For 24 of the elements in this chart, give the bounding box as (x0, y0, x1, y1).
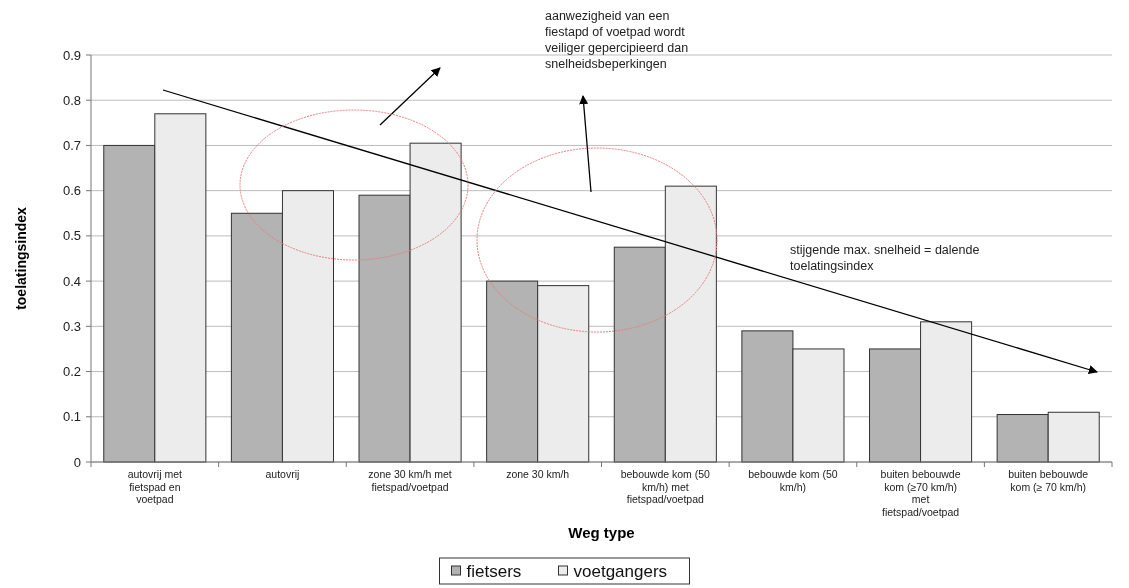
x-tick-label: bebouwde kom (50 km/h) met fietspad/voetpad (620, 468, 711, 505)
x-tick-label: bebouwde kom (50 km/h) (748, 468, 838, 493)
y-axis-title: toelatingsindex (13, 206, 29, 310)
y-tick-label: 0.3 (62, 318, 81, 334)
y-tick-label: 0.7 (62, 137, 81, 153)
y-tick-label: 0.8 (62, 92, 81, 108)
y-tick-label: 0.1 (62, 409, 81, 425)
annotation: aanwezigheid van een fiestapd of voetpad wordt veiliger gepercipieerd dan snelheidsbeperkingen (545, 9, 689, 71)
x-tick-label: autovrij met fietspad en voetpad (127, 468, 183, 505)
y-tick-label: 0.6 (62, 183, 81, 199)
x-tick-label: buiten bebouwde kom (≥70 km/h) met fietspad/voetpad (880, 468, 961, 518)
y-tick-label: 0 (73, 454, 81, 470)
y-tick-label: 0.4 (62, 273, 81, 289)
y-tick-label: 0.2 (62, 364, 81, 380)
y-tick-label: 0.5 (62, 228, 81, 244)
legend-label: voetgangers (573, 561, 668, 581)
y-tick-label: 0.9 (62, 47, 81, 63)
x-tick-label: zone 30 km/h met fietspad/voetpad (368, 468, 452, 493)
legend-label: fietsers (466, 561, 522, 581)
x-tick-label: zone 30 km/h (506, 468, 570, 480)
x-tick-label: autovrij (265, 468, 300, 480)
annotation: stijgende max. snelheid = dalende toelatingsindex (790, 243, 980, 273)
x-tick-label: buiten bebouwde kom (≥ 70 km/h) (1008, 468, 1089, 493)
x-axis-title: Weg type (568, 524, 635, 541)
